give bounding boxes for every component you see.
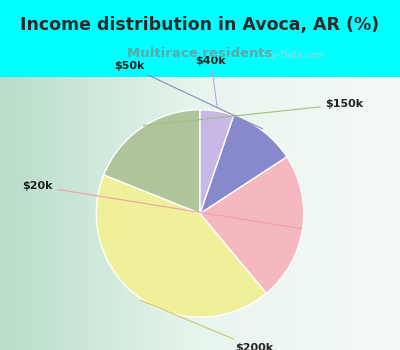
Text: Multirace residents: Multirace residents xyxy=(127,47,273,60)
Text: $200k: $200k xyxy=(140,300,274,350)
Text: $50k: $50k xyxy=(114,61,262,129)
Wedge shape xyxy=(96,175,266,317)
Text: City-Data.com: City-Data.com xyxy=(261,51,325,60)
Wedge shape xyxy=(200,116,287,214)
Wedge shape xyxy=(200,110,234,214)
Wedge shape xyxy=(200,157,304,293)
Text: $40k: $40k xyxy=(196,56,226,106)
Text: $20k: $20k xyxy=(22,181,302,229)
Text: Income distribution in Avoca, AR (%): Income distribution in Avoca, AR (%) xyxy=(20,16,380,34)
Text: $150k: $150k xyxy=(144,99,364,126)
Wedge shape xyxy=(104,110,200,214)
